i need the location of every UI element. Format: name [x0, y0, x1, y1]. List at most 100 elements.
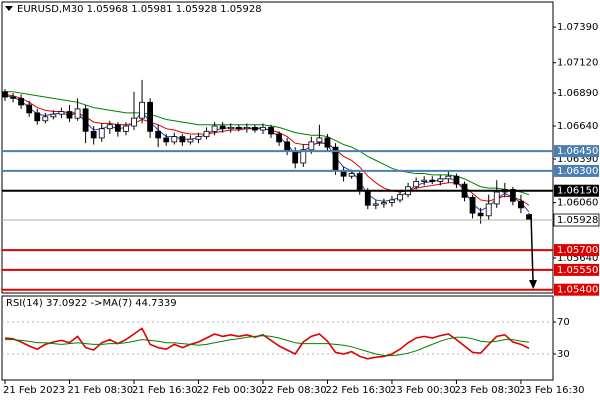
- x-tick-label: 22 Feb 00:30: [196, 385, 262, 396]
- candle-body: [413, 181, 420, 188]
- price-level-label-bg: [554, 184, 599, 197]
- rsi-title: RSI(14) 37.0922 ->MA(7) 44.7339: [6, 298, 177, 309]
- price-level-label-bg: [554, 244, 599, 257]
- candle-body: [493, 191, 500, 205]
- y-tick-label: 70: [557, 317, 570, 328]
- candle-body: [66, 111, 73, 119]
- candle-body: [50, 113, 57, 118]
- candle-body: [389, 199, 395, 203]
- candle-body: [139, 101, 145, 119]
- candle-body: [437, 178, 444, 182]
- candle-body: [260, 126, 266, 131]
- candle-body: [219, 125, 226, 130]
- candle-body: [243, 126, 250, 130]
- candle-body: [485, 203, 492, 217]
- candle-body: [429, 179, 436, 182]
- x-tick-label: 21 Feb 2023: [3, 385, 65, 396]
- candle-body: [187, 138, 194, 143]
- chart-title: EURUSD,M30 1.05968 1.05981 1.05928 1.059…: [17, 4, 262, 15]
- candle-body: [284, 141, 291, 152]
- candle-body: [42, 116, 49, 122]
- plot-layer: 1.07390 1.07120 1.06890 1.06640 1.06390 1.060…: [2, 22, 600, 396]
- y-tick-label: 1.06890: [557, 88, 598, 99]
- candle-body: [171, 136, 178, 143]
- y-tick-label: 1.06640: [557, 121, 598, 132]
- candle-body: [179, 136, 186, 143]
- candle-body: [469, 196, 476, 214]
- candle-body: [453, 175, 460, 185]
- candle-body: [82, 108, 89, 132]
- price-level-label: 1.05550: [557, 265, 598, 276]
- candle-body: [445, 175, 452, 180]
- x-tick-label: 22 Feb 16:30: [325, 385, 391, 396]
- candle-body: [308, 141, 315, 151]
- price-level-label: 1.05700: [557, 245, 598, 256]
- candle-body: [26, 104, 33, 114]
- candle-body: [421, 179, 428, 182]
- price-level-label: 1.06450: [557, 146, 598, 157]
- price-level-label: 1.06300: [557, 166, 598, 177]
- candle-body: [518, 200, 524, 209]
- candle-body: [123, 125, 129, 132]
- candle-body: [18, 97, 25, 106]
- candle-body: [211, 125, 218, 132]
- x-tick-label: 21 Feb 08:30: [67, 385, 133, 396]
- rsi-pane-frame: [1, 295, 554, 381]
- candle-body: [227, 126, 234, 130]
- symbol-icon: [5, 6, 13, 11]
- candle-body: [300, 149, 307, 164]
- candle-body: [509, 189, 516, 202]
- candle-body: [163, 137, 170, 143]
- price-level-label: 1.06150: [557, 186, 598, 197]
- candle-body: [106, 124, 113, 130]
- candle-body: [292, 150, 299, 164]
- candle-body: [147, 101, 154, 132]
- forecast-arrow: [529, 213, 537, 289]
- x-tick-label: 23 Feb 16:30: [519, 385, 585, 396]
- moving-average-line: [5, 91, 530, 196]
- x-tick-label: 23 Feb 00:30: [390, 385, 456, 396]
- candle-body: [268, 126, 274, 135]
- candle-body: [2, 91, 8, 98]
- candle-body: [10, 96, 16, 99]
- candle-body: [252, 126, 258, 131]
- candle-body: [114, 124, 121, 132]
- candle-body: [372, 203, 379, 206]
- candle-body: [74, 108, 81, 119]
- candle-body: [380, 202, 387, 205]
- candle-body: [34, 112, 41, 122]
- main-pane-frame: [1, 1, 554, 294]
- price-level-label-bg: [554, 263, 599, 276]
- candle-body: [90, 130, 97, 139]
- price-level-label-bg: [554, 164, 599, 177]
- arrow-head: [529, 280, 537, 289]
- candle-body: [477, 212, 484, 217]
- candle-body: [348, 173, 355, 177]
- candle-body: [131, 117, 137, 127]
- y-tick-label: 1.07390: [557, 22, 598, 33]
- rsi-line: [4, 327, 530, 360]
- rsi-ma-line: [5, 335, 530, 357]
- current-price-label-bg: [553, 213, 600, 227]
- candle-body: [364, 190, 371, 206]
- y-tick-label: 30: [557, 349, 570, 360]
- candle-body: [324, 137, 331, 148]
- candle-body: [276, 133, 282, 143]
- candle-body: [316, 137, 323, 143]
- y-tick-label: 1.07120: [557, 58, 598, 69]
- x-tick-label: 21 Feb 16:30: [132, 385, 198, 396]
- candle-body: [203, 130, 210, 138]
- candle-body: [356, 173, 363, 192]
- candle-body: [98, 128, 105, 139]
- x-tick-label: 22 Feb 08:30: [261, 385, 327, 396]
- x-tick-label: 23 Feb 08:30: [454, 385, 520, 396]
- candle-body: [58, 111, 65, 115]
- candle-body: [195, 136, 202, 140]
- price-level-label: 1.05400: [557, 285, 598, 296]
- y-tick-label: 1.06390: [557, 154, 598, 165]
- y-tick-label: 1.05640: [557, 253, 598, 264]
- price-level-label-bg: [554, 145, 599, 158]
- current-price-label: 1.05928: [557, 215, 598, 226]
